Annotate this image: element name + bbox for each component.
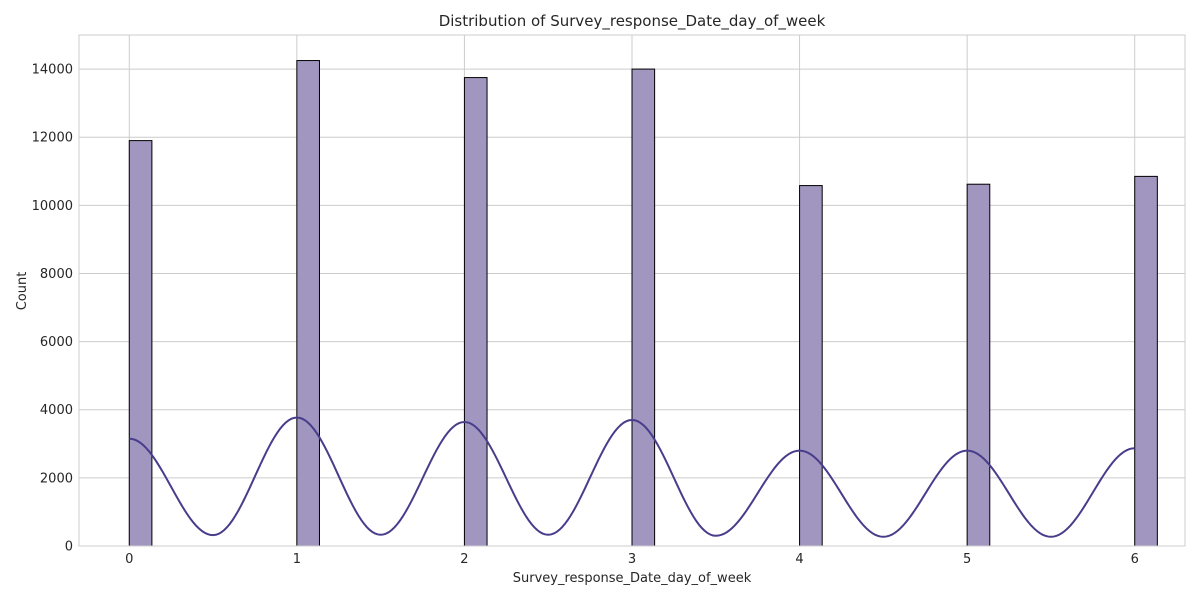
bars bbox=[128, 60, 1158, 547]
y-tick-labels: 0 2000 4000 6000 8000 10000 12000 14000 bbox=[32, 63, 73, 555]
y-tick-label: 14000 bbox=[32, 63, 73, 78]
y-axis-label: Count bbox=[15, 272, 30, 311]
histogram-bar bbox=[1134, 175, 1158, 547]
x-tick-label: 6 bbox=[1131, 552, 1139, 567]
x-tick-label: 4 bbox=[795, 552, 803, 567]
x-axis-label: Survey_response_Date_day_of_week bbox=[513, 571, 752, 586]
x-tick-label: 1 bbox=[293, 552, 301, 567]
kde-curve bbox=[129, 416, 1135, 538]
histogram-bar bbox=[631, 68, 656, 547]
y-tick-label: 4000 bbox=[40, 403, 73, 418]
y-tick-label: 6000 bbox=[40, 335, 73, 350]
y-tick-label: 12000 bbox=[32, 131, 73, 146]
histogram-bar bbox=[296, 60, 320, 547]
y-tick-label: 8000 bbox=[40, 267, 73, 282]
histogram-bar bbox=[128, 140, 153, 547]
x-tick-label: 0 bbox=[125, 552, 133, 567]
y-tick-label: 10000 bbox=[32, 199, 73, 214]
histogram-bar bbox=[799, 185, 823, 547]
plot-frame bbox=[78, 34, 1186, 547]
histogram-bar bbox=[966, 183, 991, 547]
x-tick-labels: 0 1 2 3 4 5 6 bbox=[125, 552, 1139, 567]
y-tick-label: 0 bbox=[65, 540, 73, 555]
plot-border bbox=[78, 34, 1186, 547]
x-tick-label: 5 bbox=[963, 552, 971, 567]
y-tick-label: 2000 bbox=[40, 471, 73, 486]
kde-line bbox=[129, 416, 1135, 538]
x-tick-label: 3 bbox=[628, 552, 636, 567]
histogram-bar bbox=[463, 77, 488, 547]
x-tick-label: 2 bbox=[460, 552, 468, 567]
chart-title: Distribution of Survey_response_Date_day… bbox=[439, 12, 826, 31]
